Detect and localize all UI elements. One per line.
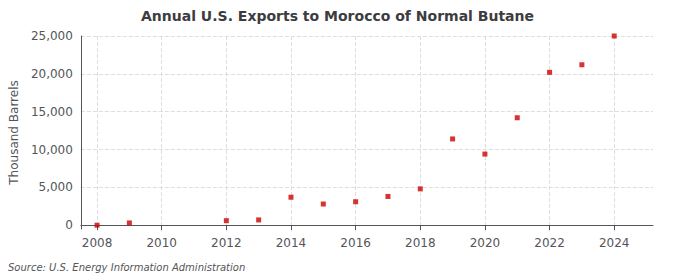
svg-text:20,000: 20,000 (31, 67, 73, 81)
svg-text:Thousand Barrels: Thousand Barrels (7, 80, 21, 185)
svg-text:2010: 2010 (146, 236, 177, 250)
svg-text:2018: 2018 (405, 236, 436, 250)
svg-text:2016: 2016 (340, 236, 371, 250)
svg-text:2020: 2020 (470, 236, 501, 250)
svg-text:15,000: 15,000 (31, 105, 73, 119)
svg-text:5,000: 5,000 (39, 180, 73, 194)
svg-text:2014: 2014 (276, 236, 307, 250)
svg-text:0: 0 (65, 218, 73, 232)
svg-text:10,000: 10,000 (31, 143, 73, 157)
svg-text:2008: 2008 (82, 236, 113, 250)
svg-text:Annual U.S. Exports to Morocco: Annual U.S. Exports to Morocco of Normal… (141, 8, 534, 24)
svg-text:2022: 2022 (534, 236, 565, 250)
svg-text:2012: 2012 (211, 236, 242, 250)
svg-text:2024: 2024 (599, 236, 630, 250)
svg-text:Source: U.S. Energy Informatio: Source: U.S. Energy Information Administ… (8, 262, 245, 273)
svg-text:25,000: 25,000 (31, 29, 73, 43)
